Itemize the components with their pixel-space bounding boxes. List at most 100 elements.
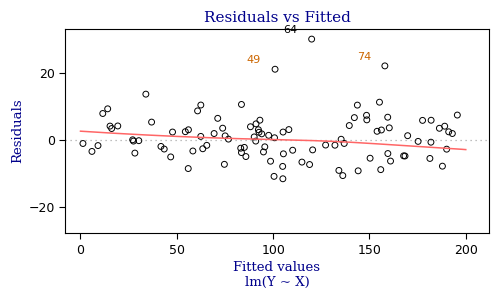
Point (278, 164, 286, 169)
Point (386, 159, 394, 164)
Point (331, 143, 339, 148)
Point (114, 124, 122, 128)
Point (442, 147, 450, 152)
Point (148, 120, 156, 124)
Point (285, 127, 293, 132)
Point (166, 154, 174, 159)
Point (376, 167, 384, 172)
Point (279, 130, 287, 134)
Point (252, 122, 260, 126)
Text: 74: 74 (356, 52, 371, 62)
Point (203, 143, 211, 148)
Point (106, 124, 114, 128)
Point (270, 174, 278, 179)
Point (386, 125, 394, 130)
Point (224, 137, 232, 142)
Point (260, 149, 268, 154)
Point (246, 124, 254, 129)
Point (130, 139, 138, 143)
Point (210, 131, 218, 136)
Point (340, 141, 348, 146)
Point (252, 139, 260, 143)
Point (426, 156, 434, 161)
Point (363, 118, 371, 122)
Point (168, 130, 176, 134)
Point (454, 113, 462, 118)
Point (199, 146, 207, 151)
Point (264, 133, 272, 138)
Point (197, 103, 205, 107)
Point (298, 160, 306, 164)
Point (280, 152, 287, 156)
Point (142, 92, 150, 97)
Title: Residuals vs Fitted: Residuals vs Fitted (204, 11, 350, 25)
Point (306, 162, 314, 167)
Point (308, 148, 316, 152)
Point (270, 135, 278, 140)
Point (184, 166, 192, 171)
Point (436, 126, 444, 131)
Point (362, 113, 370, 118)
Point (157, 144, 165, 149)
Point (240, 145, 248, 150)
Point (238, 102, 246, 107)
Point (427, 140, 435, 145)
Point (448, 131, 456, 136)
Point (438, 164, 446, 169)
Point (99, 111, 107, 116)
Point (350, 115, 358, 120)
Point (404, 133, 411, 138)
Point (339, 173, 347, 178)
Point (271, 67, 279, 72)
Point (182, 129, 190, 134)
Point (366, 156, 374, 161)
Point (322, 142, 330, 147)
Point (88, 149, 96, 154)
Point (131, 151, 139, 155)
X-axis label: Fitted values
lm(Y ~ X): Fitted values lm(Y ~ X) (234, 261, 320, 289)
Point (337, 137, 345, 142)
Point (194, 109, 202, 113)
Point (184, 128, 192, 132)
Point (427, 118, 435, 123)
Point (401, 154, 409, 158)
Point (218, 126, 226, 130)
Point (128, 137, 136, 142)
Point (94, 143, 102, 148)
Point (189, 148, 197, 153)
Point (104, 106, 112, 111)
Point (255, 130, 263, 135)
Point (242, 154, 250, 159)
Point (261, 144, 269, 149)
Point (238, 150, 246, 155)
Point (254, 127, 262, 132)
Point (258, 131, 266, 136)
Point (220, 162, 228, 167)
Point (378, 128, 386, 132)
Point (335, 168, 343, 173)
Text: 64: 64 (284, 25, 298, 35)
Point (108, 126, 116, 131)
Point (160, 147, 168, 152)
Y-axis label: Residuals: Residuals (11, 99, 24, 164)
Point (288, 148, 296, 153)
Point (79, 141, 87, 146)
Text: 49: 49 (247, 55, 261, 65)
Point (418, 118, 426, 123)
Point (250, 134, 258, 139)
Point (384, 151, 392, 156)
Point (400, 154, 407, 158)
Point (384, 115, 392, 120)
Point (221, 134, 229, 138)
Point (444, 129, 452, 134)
Point (266, 159, 274, 164)
Point (308, 37, 316, 41)
Point (414, 139, 422, 144)
Point (214, 116, 222, 121)
Point (373, 129, 381, 134)
Point (197, 134, 205, 139)
Point (346, 123, 354, 128)
Point (256, 118, 264, 123)
Point (354, 103, 362, 107)
Point (279, 176, 287, 181)
